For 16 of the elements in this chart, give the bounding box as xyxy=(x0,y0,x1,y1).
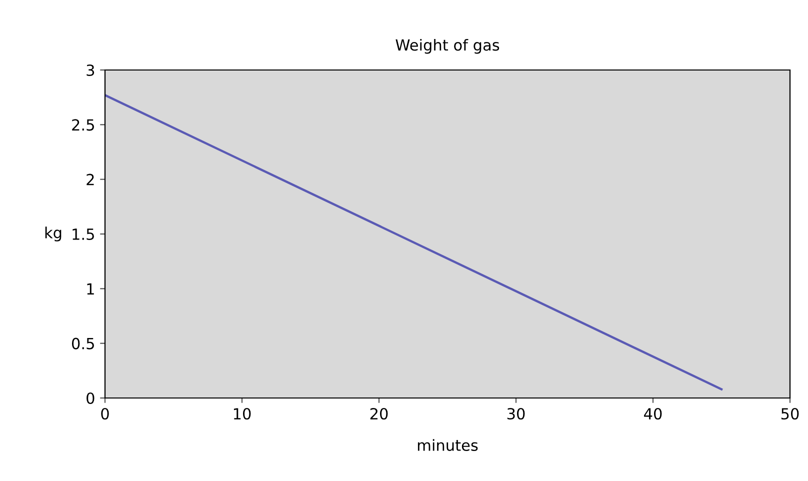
y-tick-label: 0 xyxy=(86,392,94,404)
y-axis-title: kg xyxy=(45,226,62,242)
y-tick-label: 3 xyxy=(86,64,94,76)
y-tick-label: 0.5 xyxy=(72,338,94,350)
x-tick-label: 30 xyxy=(507,408,525,420)
x-axis-title: minutes xyxy=(418,439,478,451)
x-tick-label: 10 xyxy=(234,408,251,420)
x-tick-label: 50 xyxy=(781,408,799,420)
y-tick-label: 2.5 xyxy=(72,119,94,131)
x-tick-label: 40 xyxy=(644,408,662,420)
x-tick-label: 0 xyxy=(101,408,109,420)
y-tick-label: 2 xyxy=(86,174,94,186)
y-tick-label: 1 xyxy=(87,283,94,294)
chart-title: Weight of gas xyxy=(396,38,500,54)
y-tick-label: 1.5 xyxy=(72,228,94,240)
x-tick-label: 20 xyxy=(370,408,388,420)
